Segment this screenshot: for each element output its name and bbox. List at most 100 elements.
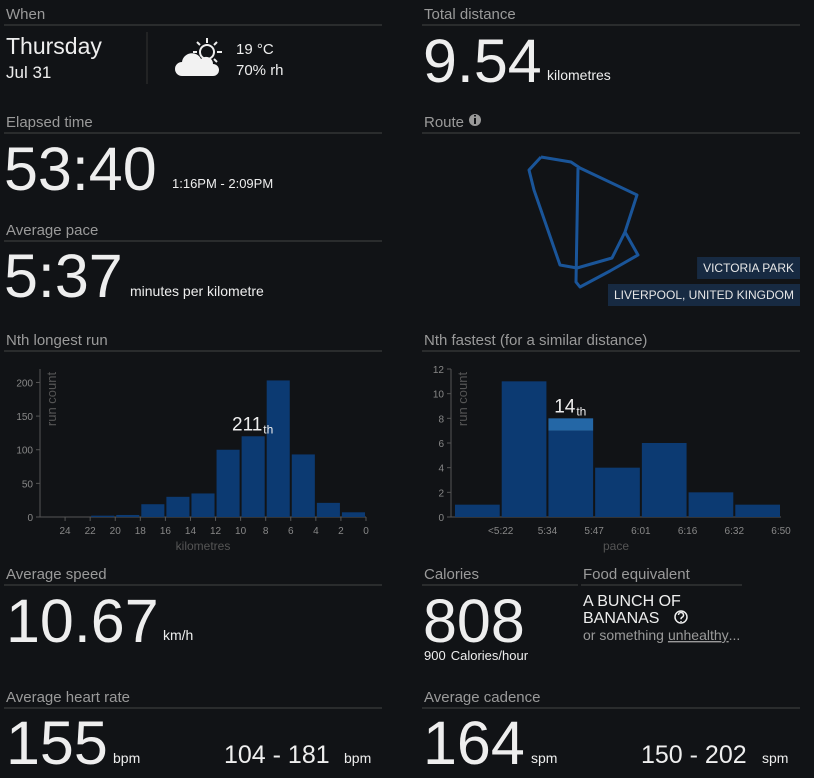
bar [91, 515, 115, 517]
heart-rate-range: 104 - 181 [224, 741, 330, 769]
x-tick-label: 8 [263, 526, 269, 537]
y-tick-label: 150 [16, 412, 33, 423]
x-tick-label: 20 [110, 526, 122, 537]
date: Jul 31 [6, 63, 51, 82]
bar [455, 504, 500, 517]
x-tick-label: 18 [135, 526, 147, 537]
cadence-range: 150 - 202 [641, 741, 747, 769]
bar [501, 381, 547, 517]
bar [688, 492, 734, 517]
bar [241, 436, 265, 517]
bar [548, 430, 594, 517]
day: Thursday [6, 33, 102, 59]
bar [266, 380, 290, 517]
x-tick-label: 0 [363, 526, 369, 537]
temperature: 19 °C [236, 41, 274, 58]
x-tick-label: 6 [288, 526, 294, 537]
heart-rate-value: 155 [6, 709, 108, 777]
calories-value: 808 [423, 587, 525, 655]
x-tick-label: 6:16 [678, 526, 698, 537]
distance-unit: kilometres [547, 67, 611, 83]
bar [316, 502, 340, 517]
food-line: BANANAS [583, 610, 659, 627]
bar [641, 443, 687, 517]
section-label: Food equivalent [583, 566, 691, 583]
y-axis-label: run count [455, 372, 470, 427]
x-tick-label: <5:22 [488, 526, 514, 537]
distance-value: 9.54 [423, 27, 542, 95]
info-icon[interactable] [469, 114, 481, 126]
place-label-box [697, 257, 800, 279]
section-label: Route [424, 114, 464, 131]
humidity: 70% rh [236, 62, 284, 79]
bar [141, 504, 165, 517]
calories-rate-unit: Calories/hour [451, 648, 529, 663]
x-tick-label: 6:01 [631, 526, 651, 537]
food-note: or something [583, 627, 664, 643]
food-link[interactable]: unhealthy [668, 627, 729, 643]
x-tick-label: 6:50 [771, 526, 791, 537]
bar-highlight [548, 418, 594, 431]
place-label-box [607, 284, 800, 306]
heart-rate-range-unit: bpm [344, 750, 371, 766]
x-tick-label: 6:32 [725, 526, 745, 537]
section-label: Calories [424, 566, 479, 583]
food-note: ... [729, 627, 741, 643]
calories-rate: 900 [424, 648, 446, 663]
bar [291, 454, 315, 517]
pace-value: 5:37 [4, 242, 123, 310]
bar [341, 512, 365, 517]
elapsed-range: 1:16PM - 2:09PM [172, 176, 273, 191]
y-tick-label: 10 [433, 390, 445, 401]
x-tick-label: 4 [313, 526, 319, 537]
speed-unit: km/h [163, 627, 193, 643]
y-tick-label: 0 [438, 513, 444, 524]
x-tick-label: 10 [235, 526, 247, 537]
section-label: Average cadence [424, 689, 540, 706]
speed-value: 10.67 [6, 587, 159, 655]
y-tick-label: 6 [438, 439, 444, 450]
y-tick-label: 50 [22, 479, 34, 490]
y-tick-label: 4 [438, 464, 444, 475]
place-label: LIVERPOOL, UNITED KINGDOM [614, 288, 794, 302]
cadence-unit: spm [531, 750, 557, 766]
section-label: Average speed [6, 566, 107, 583]
cadence-value: 164 [423, 709, 525, 777]
section-label: When [6, 6, 45, 23]
section-label: Average pace [6, 222, 98, 239]
x-tick-label: 5:47 [584, 526, 604, 537]
bar [191, 493, 215, 517]
y-tick-label: 12 [433, 365, 445, 376]
y-tick-label: 8 [438, 414, 444, 425]
section-label: Total distance [424, 6, 516, 23]
x-tick-label: 14 [185, 526, 197, 537]
y-tick-label: 0 [27, 513, 33, 524]
x-tick-label: 5:34 [538, 526, 558, 537]
rank-annotation: 14 [554, 396, 576, 417]
bar [595, 467, 640, 517]
section-label: Nth fastest (for a similar distance) [424, 332, 647, 349]
section-label: Nth longest run [6, 332, 108, 349]
rank-annotation: 211 [232, 414, 262, 435]
bar [735, 504, 780, 517]
x-tick-label: 16 [160, 526, 172, 537]
x-tick-label: 2 [338, 526, 344, 537]
y-tick-label: 2 [438, 488, 444, 499]
help-icon[interactable] [674, 610, 688, 624]
pace-unit: minutes per kilometre [130, 283, 264, 299]
y-tick-label: 100 [16, 446, 33, 457]
food-line: A BUNCH OF [583, 593, 681, 610]
cadence-range-unit: spm [762, 750, 788, 766]
weather-icon [175, 38, 222, 76]
x-tick-label: 22 [85, 526, 97, 537]
rank-suffix: th [263, 422, 273, 436]
bar [216, 449, 240, 517]
x-tick-label: 24 [60, 526, 72, 537]
x-axis-label: pace [603, 539, 629, 553]
route-map [527, 155, 640, 289]
section-label: Elapsed time [6, 114, 93, 131]
place-label: VICTORIA PARK [703, 261, 794, 275]
y-tick-label: 200 [16, 378, 33, 389]
